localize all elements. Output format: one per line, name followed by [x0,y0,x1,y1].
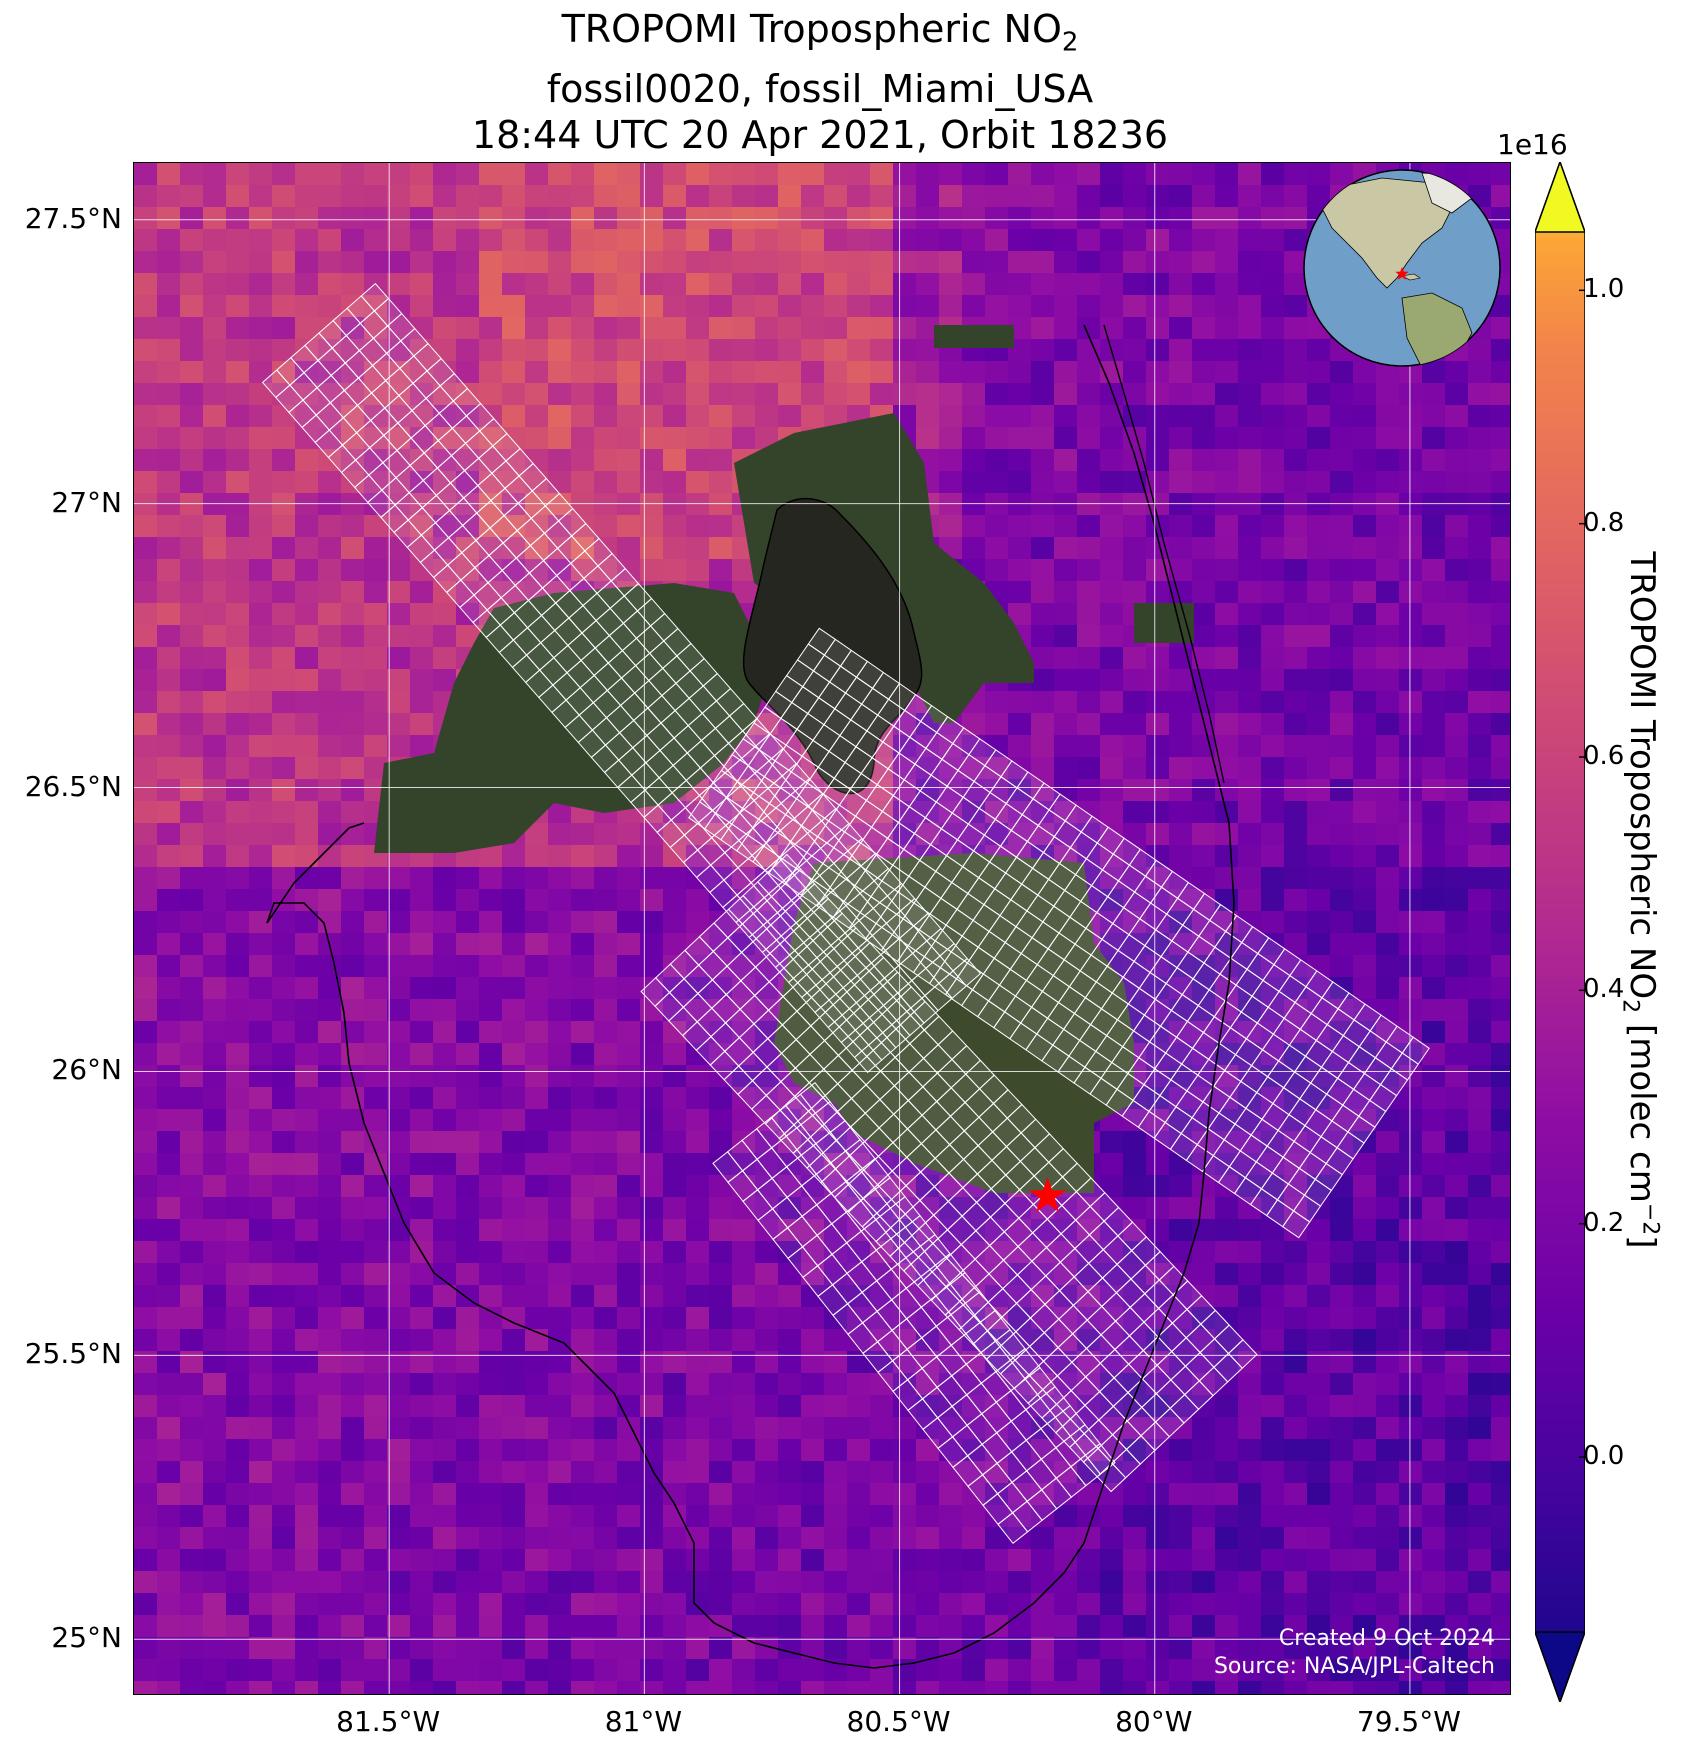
colorbar-tick-label: 0.0 [1583,1441,1625,1471]
colorbar-extend-max [1535,162,1585,233]
longitude-tick-label: 80.5°W [846,1705,951,1738]
latitude-tick-label: 26°N [51,1053,122,1087]
latitude-tick-label: 25.5°N [24,1337,122,1371]
colorbar-tick-label: 0.4 [1583,974,1625,1005]
caribbean-islands [1401,273,1421,281]
footprint-swath [640,853,1258,1493]
colorbar [1535,162,1585,1702]
graticule [134,163,1510,1694]
longitude-tick-label: 80°W [1115,1705,1193,1738]
footprint-swath [261,282,982,1074]
globe-inset [1303,169,1501,367]
credit-text: Created 9 Oct 2024 Source: NASA/JPL-Calt… [1213,1626,1495,1679]
latitude-tick-label: 27.5°N [24,201,122,235]
masked-land-patch [1134,603,1194,643]
barrier-island-east [1103,324,1225,784]
longitude-tick-label: 81.5°W [336,1705,441,1738]
colorbar-tick-label: 0.8 [1583,507,1625,538]
florida-coastline [266,324,1235,1669]
colorbar-tick-label: 0.2 [1583,1207,1625,1238]
longitude-tick-label: 79.5°W [1356,1705,1461,1738]
colorbar-title: TROPOMI Tropospheric NO2 [molec cm−2] [1617,551,1663,1249]
target-mode-footprints [261,282,1430,1545]
map-title: TROPOMI Tropospheric NO2 fossil0020, fos… [471,7,1169,157]
colorbar-tick-label: 1.0 [1583,274,1625,305]
latitude-tick-label: 25°N [51,1621,122,1655]
no2-map [134,163,1510,1694]
gulf-coast-north [266,822,365,924]
globe-site-star [1395,267,1409,280]
colorbar-tick-label: 0.6 [1583,741,1625,771]
site-star-marker [1028,1176,1067,1213]
colorbar-exponent: 1e16 [1497,128,1568,161]
map-panel[interactable] [133,162,1511,1695]
colorbar-extend-min [1535,1631,1585,1702]
latitude-tick-label: 27°N [51,485,122,519]
footprint-swath [712,1081,1116,1545]
masked-land-patch [934,325,1014,348]
footprint-swath [688,627,1430,1239]
longitude-tick-label: 81°W [604,1705,683,1738]
masked-land-patch [374,583,774,853]
lake-okeechobee [742,497,923,795]
latitude-tick-label: 26.5°N [24,769,122,803]
